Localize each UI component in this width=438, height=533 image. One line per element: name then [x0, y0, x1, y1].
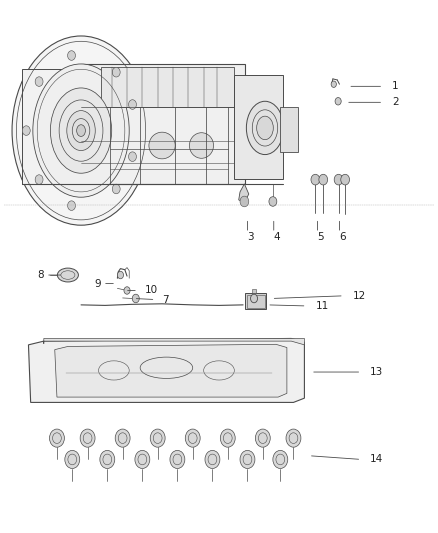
Ellipse shape: [190, 133, 214, 158]
Bar: [247, 295, 265, 308]
Circle shape: [220, 429, 235, 447]
Circle shape: [185, 429, 200, 447]
Bar: [245, 293, 266, 309]
Circle shape: [128, 100, 136, 109]
Polygon shape: [252, 289, 256, 293]
Text: 10: 10: [145, 286, 158, 295]
Circle shape: [240, 450, 255, 469]
Circle shape: [251, 294, 258, 303]
Circle shape: [112, 67, 120, 77]
Bar: [234, 75, 283, 179]
Circle shape: [150, 429, 165, 447]
Text: 6: 6: [339, 232, 346, 242]
Circle shape: [100, 450, 115, 469]
Circle shape: [335, 98, 341, 105]
Bar: [101, 67, 234, 107]
Circle shape: [128, 152, 136, 161]
Text: 9: 9: [94, 279, 101, 288]
Text: 11: 11: [315, 301, 328, 311]
Text: 3: 3: [247, 232, 254, 242]
Ellipse shape: [33, 64, 129, 197]
Circle shape: [35, 77, 43, 86]
Bar: [280, 107, 298, 152]
Text: 5: 5: [318, 232, 324, 242]
Ellipse shape: [12, 36, 150, 225]
Text: 12: 12: [353, 291, 366, 301]
Ellipse shape: [67, 110, 95, 150]
Circle shape: [334, 174, 343, 185]
Text: 4: 4: [274, 232, 280, 242]
Polygon shape: [22, 69, 81, 184]
Circle shape: [132, 294, 139, 303]
Ellipse shape: [149, 132, 175, 159]
Text: 8: 8: [37, 270, 44, 280]
Polygon shape: [44, 338, 304, 345]
Circle shape: [80, 429, 95, 447]
Text: 13: 13: [370, 367, 383, 377]
Circle shape: [255, 429, 270, 447]
Polygon shape: [239, 184, 249, 203]
Circle shape: [124, 287, 130, 294]
Circle shape: [22, 126, 30, 135]
Text: 7: 7: [162, 295, 169, 304]
Circle shape: [115, 429, 130, 447]
Ellipse shape: [246, 101, 284, 155]
Circle shape: [240, 196, 249, 207]
Circle shape: [286, 429, 301, 447]
Circle shape: [65, 450, 80, 469]
Circle shape: [135, 450, 150, 469]
Circle shape: [112, 184, 120, 194]
Circle shape: [331, 81, 336, 87]
Text: 1: 1: [392, 82, 399, 91]
Circle shape: [67, 51, 75, 60]
Circle shape: [117, 271, 124, 279]
Ellipse shape: [257, 116, 273, 140]
Bar: [81, 64, 245, 184]
Text: 14: 14: [370, 455, 383, 464]
Circle shape: [319, 174, 328, 185]
Circle shape: [49, 429, 64, 447]
Circle shape: [170, 450, 185, 469]
Ellipse shape: [57, 268, 78, 282]
Circle shape: [269, 197, 277, 206]
Polygon shape: [28, 338, 304, 402]
Ellipse shape: [50, 88, 112, 173]
Circle shape: [67, 201, 75, 211]
Ellipse shape: [77, 125, 85, 136]
Circle shape: [35, 175, 43, 184]
Polygon shape: [55, 344, 287, 397]
Circle shape: [205, 450, 220, 469]
Circle shape: [341, 174, 350, 185]
Circle shape: [273, 450, 288, 469]
Text: 2: 2: [392, 98, 399, 107]
Circle shape: [311, 174, 320, 185]
